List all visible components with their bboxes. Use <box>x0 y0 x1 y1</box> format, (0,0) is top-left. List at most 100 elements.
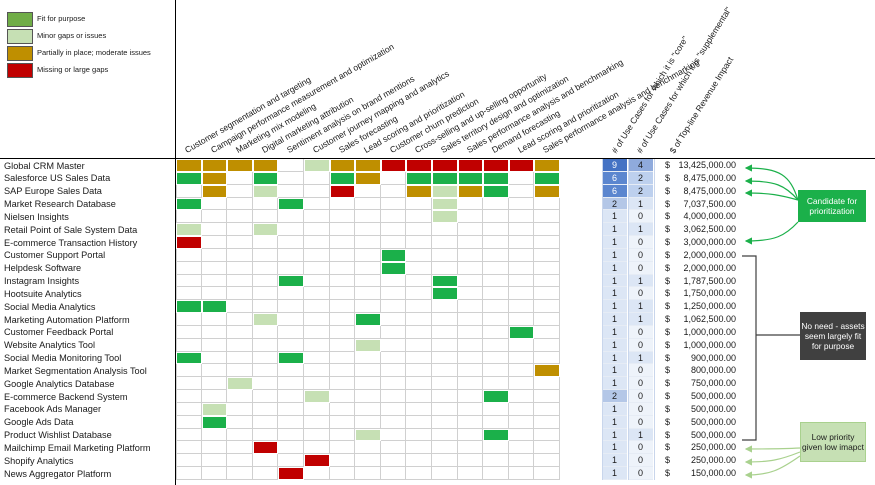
matrix-cell <box>252 171 279 185</box>
matrix-cell <box>380 338 407 352</box>
matrix-cell <box>176 287 202 301</box>
matrix-cell <box>406 428 432 442</box>
core-count: 1 <box>602 351 627 365</box>
matrix-cell <box>380 428 407 442</box>
currency-symbol: $ <box>665 160 671 170</box>
matrix-cell <box>176 377 202 391</box>
matrix-cell <box>534 261 560 275</box>
matrix-cell <box>252 159 279 172</box>
matrix-cell <box>508 351 535 365</box>
matrix-cell <box>483 261 509 275</box>
revenue-impact: 250,000.00 <box>690 442 736 453</box>
matrix-cell <box>534 159 560 172</box>
matrix-cell <box>483 248 509 262</box>
currency-symbol: $ <box>665 224 671 235</box>
currency-symbol: $ <box>665 442 671 453</box>
matrix-cell <box>483 402 509 416</box>
asset-name: Marketing Automation Platform <box>4 314 130 325</box>
matrix-cell <box>457 428 484 442</box>
currency-symbol: $ <box>665 391 671 402</box>
core-count: 1 <box>602 364 627 378</box>
matrix-cell <box>278 210 304 224</box>
matrix-cell <box>355 441 381 455</box>
core-count: 1 <box>602 377 627 391</box>
matrix-cell <box>432 287 458 301</box>
matrix-cell <box>508 197 535 211</box>
matrix-cell <box>304 287 330 301</box>
supplemental-count: 1 <box>628 428 653 442</box>
matrix-cell <box>329 351 356 365</box>
matrix-cell <box>201 364 228 378</box>
supplemental-count: 0 <box>628 248 653 262</box>
matrix-cell <box>380 415 407 429</box>
asset-name: Market Segmentation Analysis Tool <box>4 365 147 376</box>
matrix-cell <box>201 287 228 301</box>
matrix-cell <box>176 313 202 326</box>
matrix-cell <box>252 313 279 326</box>
matrix-cell <box>508 441 535 455</box>
matrix-cell <box>304 390 330 403</box>
matrix-cell <box>252 428 279 442</box>
candidate-annotation: Candidate for prioritization <box>798 190 866 222</box>
revenue-impact: 500,000.00 <box>690 403 736 414</box>
matrix-cell <box>252 338 279 352</box>
currency-symbol: $ <box>665 416 671 427</box>
matrix-cell <box>457 223 484 237</box>
matrix-cell <box>432 441 458 455</box>
asset-name: Website Analytics Tool <box>4 340 96 351</box>
matrix-cell <box>457 313 484 326</box>
matrix-cell <box>508 428 535 442</box>
matrix-cell <box>483 313 509 326</box>
matrix-cell <box>201 313 228 326</box>
matrix-cell <box>201 377 228 391</box>
matrix-cell <box>457 338 484 352</box>
matrix-cell <box>508 248 535 262</box>
currency-symbol: $ <box>665 455 671 466</box>
matrix-cell <box>355 402 381 416</box>
matrix-cell <box>432 313 458 326</box>
asset-name: Google Analytics Database <box>4 378 115 389</box>
matrix-cell <box>406 210 432 224</box>
matrix-cell <box>457 364 484 378</box>
supplemental-count: 0 <box>628 390 653 403</box>
asset-name: Hootsuite Analytics <box>4 288 82 299</box>
matrix-cell <box>380 236 407 249</box>
matrix-cell <box>176 325 202 339</box>
matrix-cell <box>432 210 458 224</box>
matrix-cell <box>278 300 304 314</box>
matrix-cell <box>432 364 458 378</box>
revenue-impact: 3,000,000.00 <box>683 237 736 248</box>
matrix-cell <box>176 390 202 403</box>
matrix-cell <box>252 415 279 429</box>
matrix-cell <box>329 248 356 262</box>
matrix-cell <box>227 159 253 172</box>
matrix-cell <box>432 390 458 403</box>
asset-name: E-commerce Transaction History <box>4 237 138 248</box>
matrix-cell <box>201 300 228 314</box>
matrix-cell <box>176 223 202 237</box>
matrix-cell <box>432 415 458 429</box>
currency-symbol: $ <box>665 288 671 299</box>
matrix-cell <box>534 415 560 429</box>
matrix-cell <box>355 454 381 468</box>
core-count: 6 <box>602 171 627 185</box>
matrix-cell <box>534 364 560 378</box>
matrix-cell <box>329 171 356 185</box>
currency-symbol: $ <box>665 237 671 248</box>
matrix-cell <box>355 390 381 403</box>
matrix-cell <box>432 377 458 391</box>
matrix-cell <box>278 261 304 275</box>
matrix-cell <box>176 159 202 172</box>
matrix-cell <box>355 415 381 429</box>
matrix-cell <box>252 454 279 468</box>
matrix-cell <box>432 428 458 442</box>
matrix-cell <box>406 325 432 339</box>
revenue-impact: 750,000.00 <box>690 378 736 389</box>
matrix-cell <box>278 351 304 365</box>
matrix-cell <box>483 236 509 249</box>
matrix-cell <box>201 197 228 211</box>
matrix-cell <box>355 467 381 480</box>
matrix-cell <box>304 441 330 455</box>
asset-name: Social Media Monitoring Tool <box>4 353 122 364</box>
asset-name: Customer Support Portal <box>4 250 106 261</box>
